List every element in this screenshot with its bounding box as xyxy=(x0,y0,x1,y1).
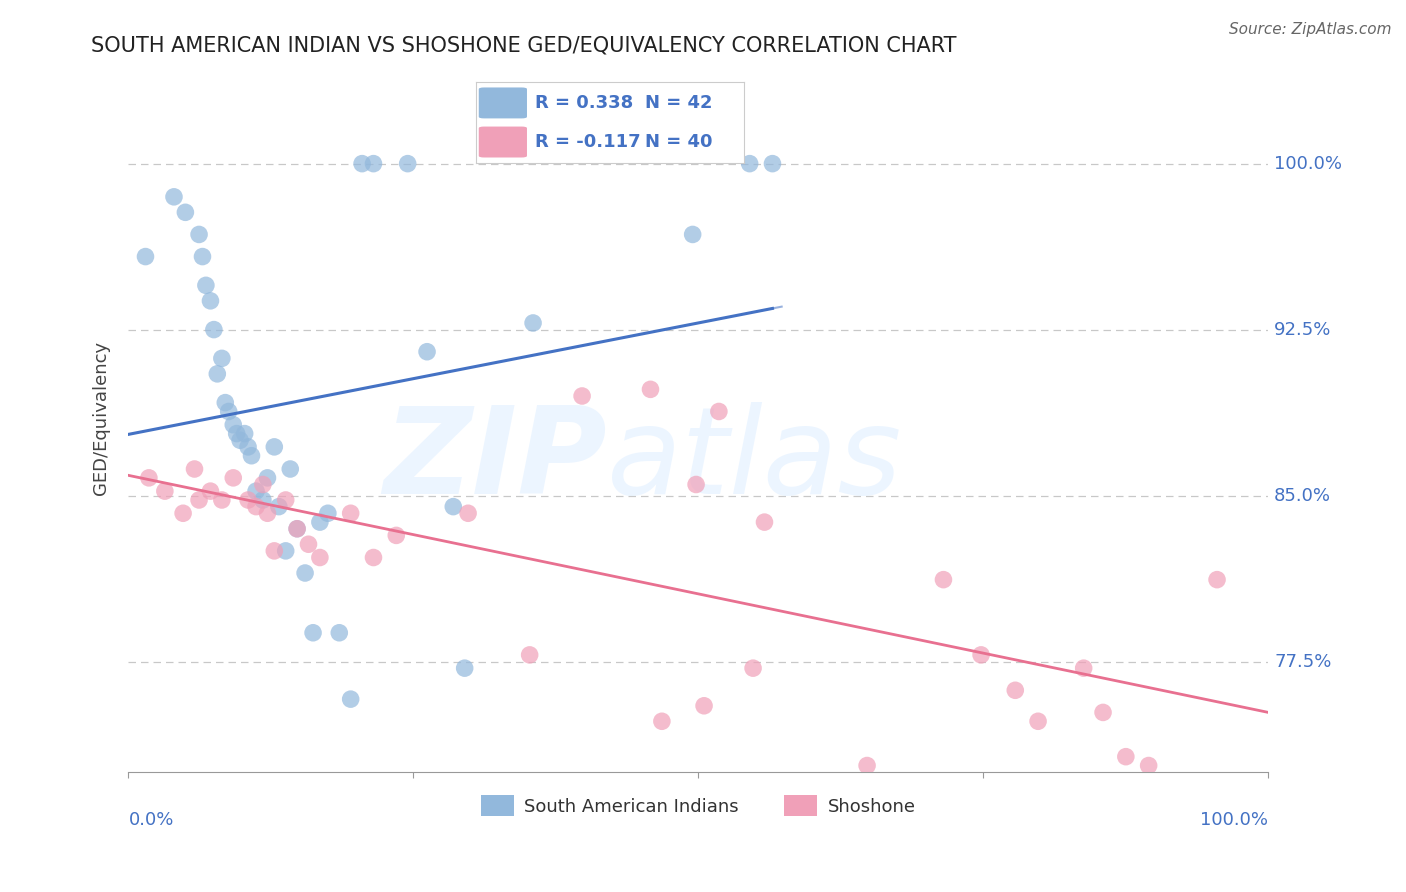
Point xyxy=(188,227,211,242)
Point xyxy=(309,550,332,565)
Point xyxy=(285,522,308,536)
Point xyxy=(191,250,214,264)
Point xyxy=(240,449,263,463)
Point xyxy=(396,156,419,170)
Point xyxy=(236,493,259,508)
Point xyxy=(222,471,245,485)
Text: 85.0%: 85.0% xyxy=(1274,486,1331,505)
Point xyxy=(385,528,408,542)
Point xyxy=(1115,749,1137,764)
Point xyxy=(153,484,176,499)
Point xyxy=(441,500,464,514)
Text: 92.5%: 92.5% xyxy=(1274,320,1331,339)
Point xyxy=(267,500,290,514)
Point xyxy=(352,156,374,170)
Point xyxy=(211,351,233,366)
Point xyxy=(302,625,325,640)
Point xyxy=(134,250,156,264)
Point xyxy=(363,550,385,565)
Point xyxy=(252,477,274,491)
Point xyxy=(245,500,267,514)
Point xyxy=(651,714,673,729)
Point xyxy=(263,544,285,558)
Legend: South American Indians, Shoshone: South American Indians, Shoshone xyxy=(474,788,922,823)
Point xyxy=(225,426,247,441)
Point xyxy=(194,278,217,293)
Point xyxy=(214,395,236,409)
Point xyxy=(761,156,783,170)
Point xyxy=(1026,714,1049,729)
Point xyxy=(453,661,475,675)
Point xyxy=(188,493,211,508)
Point xyxy=(218,404,240,418)
Point xyxy=(363,156,385,170)
Point xyxy=(1073,661,1095,675)
Point xyxy=(211,493,233,508)
Point xyxy=(256,471,278,485)
Point xyxy=(339,506,361,520)
Point xyxy=(222,417,245,432)
Point xyxy=(328,625,350,640)
Point xyxy=(207,367,229,381)
Point xyxy=(754,515,776,529)
Text: ZIP: ZIP xyxy=(384,402,607,519)
Point xyxy=(682,227,704,242)
Point xyxy=(738,156,761,170)
Point xyxy=(297,537,319,551)
Text: 0.0%: 0.0% xyxy=(128,811,174,829)
Point xyxy=(339,692,361,706)
Point xyxy=(202,323,225,337)
Point xyxy=(274,493,297,508)
Point xyxy=(163,190,186,204)
Point xyxy=(932,573,955,587)
Text: 100.0%: 100.0% xyxy=(1274,154,1343,173)
Point xyxy=(174,205,197,219)
Point xyxy=(1206,573,1229,587)
Point xyxy=(263,440,285,454)
Point xyxy=(200,293,222,308)
Text: 77.5%: 77.5% xyxy=(1274,653,1331,671)
Point xyxy=(200,484,222,499)
Point xyxy=(970,648,993,662)
Point xyxy=(519,648,541,662)
Point xyxy=(522,316,544,330)
Point xyxy=(856,758,879,772)
Point xyxy=(229,434,252,448)
Text: Source: ZipAtlas.com: Source: ZipAtlas.com xyxy=(1229,22,1392,37)
Point xyxy=(233,426,256,441)
Point xyxy=(245,484,267,499)
Point xyxy=(309,515,332,529)
Point xyxy=(236,440,259,454)
Y-axis label: GED/Equivalency: GED/Equivalency xyxy=(93,341,110,495)
Point xyxy=(1004,683,1026,698)
Point xyxy=(416,344,439,359)
Point xyxy=(742,661,765,675)
Point xyxy=(1137,758,1160,772)
Point xyxy=(274,544,297,558)
Point xyxy=(1092,706,1115,720)
Point xyxy=(685,477,707,491)
Text: SOUTH AMERICAN INDIAN VS SHOSHONE GED/EQUIVALENCY CORRELATION CHART: SOUTH AMERICAN INDIAN VS SHOSHONE GED/EQ… xyxy=(91,36,957,55)
Point xyxy=(285,522,308,536)
Point xyxy=(571,389,593,403)
Text: atlas: atlas xyxy=(607,402,903,519)
Point xyxy=(707,404,730,418)
Point xyxy=(640,382,662,396)
Text: 100.0%: 100.0% xyxy=(1201,811,1268,829)
Point xyxy=(294,566,316,580)
Point xyxy=(172,506,194,520)
Point xyxy=(252,493,274,508)
Point xyxy=(278,462,301,476)
Point xyxy=(183,462,205,476)
Point xyxy=(316,506,339,520)
Point xyxy=(256,506,278,520)
Point xyxy=(457,506,479,520)
Point xyxy=(138,471,160,485)
Point xyxy=(693,698,716,713)
